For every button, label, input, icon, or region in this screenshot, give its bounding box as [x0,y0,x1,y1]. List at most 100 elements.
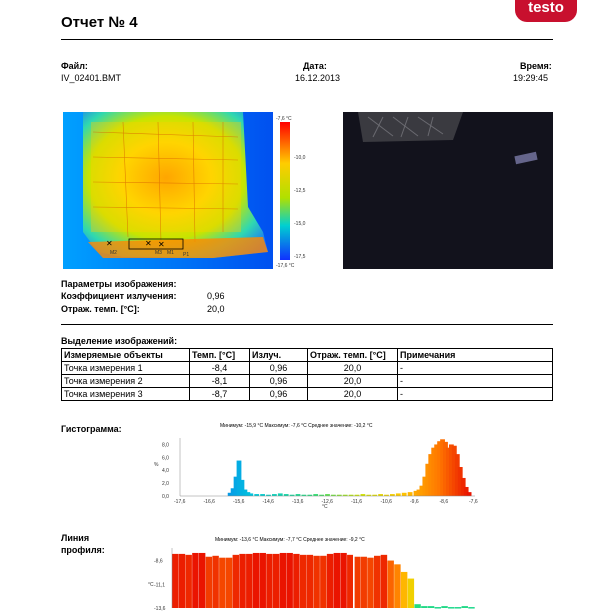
histogram-bar [319,494,324,496]
profile-bar [320,555,327,608]
testo-logo: testo [515,0,577,22]
report-title: Отчет № 4 [61,14,138,31]
cell-emissivity: 0,96 [249,361,308,375]
profile-bar [441,606,448,608]
histogram-bar [342,494,348,496]
table-row: Точка измерения 2 -8,1 0,96 20,0 - [61,374,553,388]
histogram-bar [454,454,460,496]
histogram-bar [431,447,437,496]
histogram-bar [336,494,342,496]
cell-temp: -8,4 [189,361,250,375]
selection-heading: Выделение изображений: [61,336,178,346]
svg-text:✕: ✕ [145,239,152,248]
histogram-bar [463,486,469,496]
marker-p1: P1 [183,252,189,258]
date-value: 16.12.2013 [295,73,341,83]
profile-bar [394,564,401,608]
divider [61,324,553,325]
histogram-bar [325,494,330,496]
profile-bar [252,552,260,608]
marker-m2: M2 [110,250,117,256]
histogram-bar [289,494,295,496]
profile-gap [353,550,355,608]
histogram-bar [466,492,472,496]
hist-xtick: -11,6 [351,499,362,505]
histogram-bar [446,447,451,496]
histogram-bar [227,492,233,496]
histogram-bar [419,485,425,496]
cell-object: Точка измерения 3 [61,387,190,401]
histogram-bar [295,494,301,496]
profile-bar [279,552,287,608]
histogram-bar [390,494,395,496]
date-label: Дата: [303,61,327,71]
histogram-bar [233,476,239,496]
histogram-bar [425,463,431,496]
profile-bar [205,556,213,608]
hist-xtick: -16,6 [204,499,216,505]
histogram-bar [416,489,422,496]
profile-bar [239,553,246,608]
prof-ytick: -11,1 [154,582,165,588]
histogram-bar [378,494,383,496]
profile-bar [326,553,334,608]
histogram-bar [360,494,366,496]
histogram-bar [395,493,401,496]
hist-xlabel: °C [322,504,328,510]
profile-bar [360,556,367,608]
emissivity-value: 0,96 [207,291,225,301]
histogram-bar [354,494,360,496]
table-row: Точка измерения 1 -8,4 0,96 20,0 - [61,361,553,375]
profile-bar [448,607,455,609]
profile-bar [219,557,226,608]
histogram-bar [260,494,265,496]
profile-bar [461,606,468,608]
histogram-bar [437,441,442,496]
histogram-bar [307,494,313,496]
hist-xtick: -17,6 [174,499,186,505]
svg-text:✕: ✕ [158,240,165,249]
histogram-bar [272,494,277,496]
col-emissivity: Излуч. [249,348,308,362]
color-scale: -7,6 °C -10,0 -12,5 -15,0 -17,5 -17,6 °C [276,116,306,269]
hist-ytick: 4,0 [162,468,169,474]
profile-bar [340,552,347,608]
marker-m1: M1 [167,250,174,256]
cell-refl-temp: 20,0 [307,374,398,388]
profile-stats: Минимум: -13,6 °C Максимум: -7,7 °C Сред… [215,537,365,543]
scale-tick: -12,5 [294,188,306,194]
histogram-bar [245,492,251,496]
histogram-bar [401,492,407,496]
histogram-bar [248,493,254,496]
histogram-bar [460,477,466,496]
histogram-bar [372,494,378,496]
cell-temp: -8,7 [189,387,250,401]
refl-temp-label: Отраж. темп. [°C]: [61,304,140,314]
col-objects: Измеряемые объекты [61,348,190,362]
hist-xtick: -7,6 [469,499,478,505]
profile-bar [380,554,388,608]
profile-bar [353,556,361,608]
hist-xtick: -12,6 [322,499,334,505]
histogram-bar [236,460,242,496]
profile-bar [185,554,192,608]
profile-chart: -8,6 -11,1 -13,6 °C [148,548,475,612]
table-header-row: Измеряемые объекты Темп. [°C] Излуч. Отр… [61,348,553,362]
cell-object: Точка измерения 2 [61,374,190,388]
histogram-bar [428,454,434,496]
params-heading: Параметры изображения: [61,279,177,289]
profile-bar [427,606,435,608]
profile-bar [172,553,179,608]
profile-bar [400,571,408,608]
histogram-bar [440,439,445,496]
histogram-bar [451,445,457,496]
prof-ytick: -13,6 [154,606,166,612]
histogram-bar [266,494,271,496]
scale-min: -17,6 °C [276,263,295,269]
profile-bar [259,552,266,608]
profile-label: Линия профиля: [61,533,105,555]
hist-xtick: -13,6 [292,499,304,505]
hist-ytick: 2,0 [162,481,169,487]
profile-bar [468,607,475,609]
histogram-bar [301,494,307,496]
